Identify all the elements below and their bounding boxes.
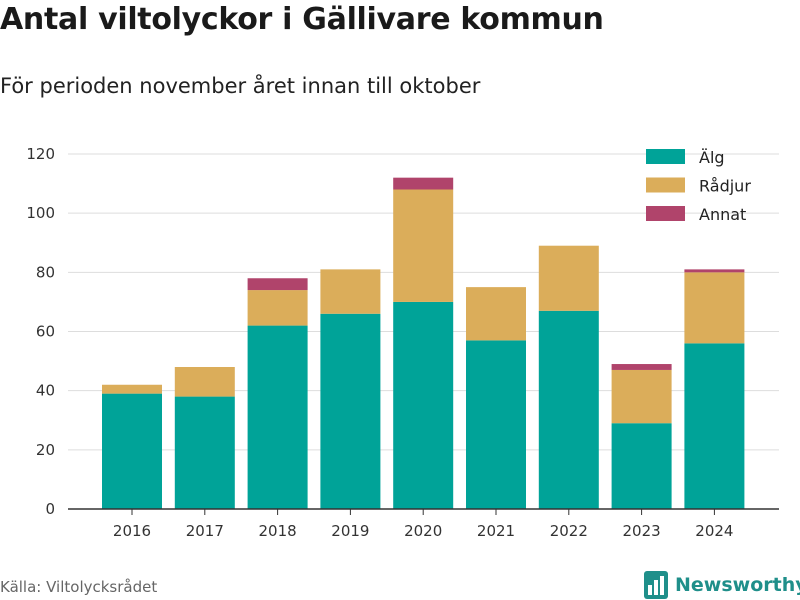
bar-segment-rådjur bbox=[247, 290, 308, 326]
bar-segment-annat bbox=[611, 364, 672, 370]
bar-segment-älg bbox=[684, 343, 745, 509]
chart-subtitle: För perioden november året innan till ok… bbox=[0, 74, 481, 98]
chart-title: Antal viltolyckor i Gällivare kommun bbox=[0, 2, 604, 37]
bar-segment-älg bbox=[466, 340, 526, 509]
x-tick-label: 2023 bbox=[623, 522, 661, 540]
x-tick-label: 2020 bbox=[404, 522, 442, 540]
legend-swatch-älg bbox=[646, 149, 685, 164]
bar-segment-älg bbox=[538, 310, 599, 509]
legend-swatch-rådjur bbox=[646, 177, 685, 193]
bar-segment-älg bbox=[102, 393, 162, 509]
source-note: Källa: Viltolycksrådet bbox=[0, 578, 158, 596]
bar-segment-rådjur bbox=[320, 269, 381, 314]
legend-label: Annat bbox=[699, 205, 746, 224]
bar-segment-annat bbox=[393, 177, 454, 190]
bar-segment-annat bbox=[247, 278, 308, 291]
bar-segment-älg bbox=[174, 396, 235, 509]
y-tick-label: 60 bbox=[36, 323, 55, 341]
x-tick-label: 2018 bbox=[259, 522, 297, 540]
y-tick-label: 100 bbox=[26, 204, 55, 222]
y-tick-label: 40 bbox=[36, 382, 55, 400]
bar-segment-rådjur bbox=[102, 384, 162, 394]
x-tick-label: 2017 bbox=[186, 522, 224, 540]
legend-swatch-annat bbox=[646, 206, 685, 221]
bar-segment-annat bbox=[684, 269, 745, 273]
x-tick-label: 2019 bbox=[331, 522, 369, 540]
bar-segment-rådjur bbox=[393, 189, 454, 302]
bar-chart-logo-icon bbox=[644, 571, 668, 599]
x-tick-label: 2021 bbox=[477, 522, 515, 540]
bar-segment-rådjur bbox=[174, 367, 235, 397]
bar-segment-rådjur bbox=[466, 287, 526, 341]
newsworthy-logo: Newsworthy bbox=[644, 570, 800, 600]
y-tick-label: 20 bbox=[36, 441, 55, 459]
y-tick-label: 120 bbox=[26, 145, 55, 163]
legend-label: Rådjur bbox=[699, 177, 751, 196]
bar-segment-älg bbox=[393, 301, 454, 509]
bar-segment-älg bbox=[247, 325, 308, 509]
brand-name: Newsworthy bbox=[675, 574, 800, 596]
bar-segment-rådjur bbox=[538, 245, 599, 311]
y-tick-label: 0 bbox=[45, 500, 55, 518]
x-tick-label: 2022 bbox=[550, 522, 588, 540]
y-tick-label: 80 bbox=[36, 263, 55, 281]
x-tick-label: 2024 bbox=[695, 522, 733, 540]
bar-segment-älg bbox=[611, 423, 672, 509]
legend-label: Älg bbox=[699, 148, 725, 167]
stacked-bar-chart: 0 20 40 60 80 100 120 2016 2017 2018 2019 2020 2021 2… bbox=[26, 145, 779, 540]
bar-segment-rådjur bbox=[611, 369, 672, 424]
bar-segment-rådjur bbox=[684, 272, 745, 344]
bar-segment-älg bbox=[320, 313, 381, 509]
x-tick-label: 2016 bbox=[113, 522, 151, 540]
